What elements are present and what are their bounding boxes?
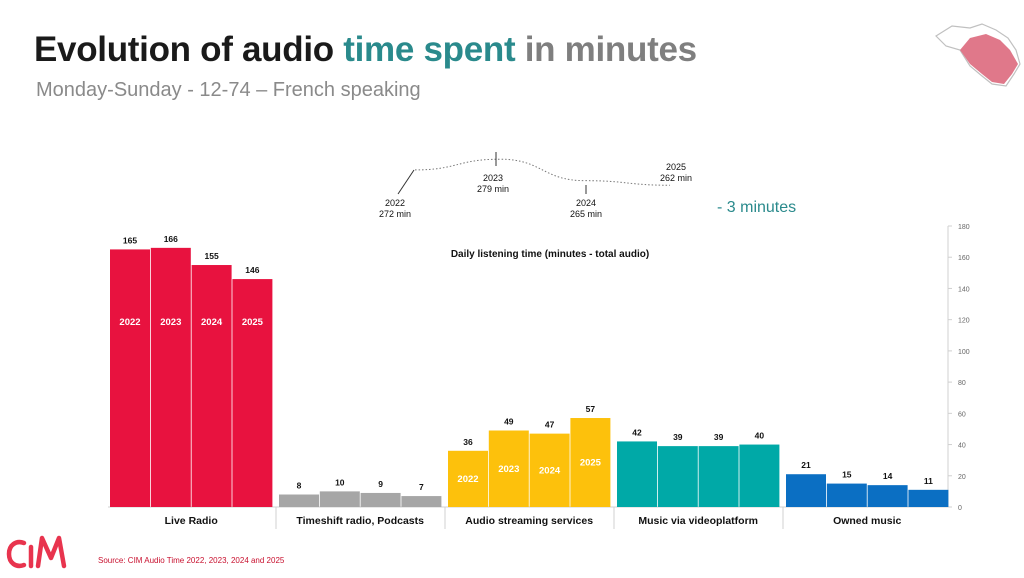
data-label: 39	[714, 432, 724, 442]
category-label: Owned music	[833, 515, 901, 527]
category-label: Audio streaming services	[465, 515, 593, 527]
data-label: 14	[883, 471, 893, 481]
bar	[698, 446, 739, 507]
y-tick-label: 180	[958, 224, 970, 231]
category-label: Timeshift radio, Podcasts	[296, 515, 424, 527]
y-tick-label: 100	[958, 349, 970, 356]
bar	[488, 430, 529, 507]
total-year-label: 2022	[385, 198, 405, 208]
bar	[448, 450, 488, 507]
bar	[617, 441, 657, 507]
y-tick-label: 0	[958, 505, 962, 512]
belgium-map-icon	[935, 23, 1021, 87]
bar	[150, 247, 191, 507]
bar	[191, 265, 232, 507]
bar	[232, 279, 273, 507]
data-label: 7	[419, 482, 424, 492]
category-label: Live Radio	[165, 515, 218, 527]
bar	[529, 433, 570, 507]
difference-note: - 3 minutes	[717, 199, 797, 216]
data-label: 47	[545, 420, 555, 430]
bar-year-label: 2025	[580, 458, 602, 469]
bar-year-label: 2023	[498, 464, 519, 475]
total-minutes-label: 272 min	[379, 209, 411, 219]
bar	[279, 494, 319, 507]
data-label: 146	[245, 265, 259, 275]
bar-year-label: 2024	[201, 317, 223, 328]
data-label: 155	[205, 251, 219, 261]
title-part2: in minutes	[515, 30, 697, 69]
total-trend-line	[414, 158, 671, 186]
y-tick-label: 80	[958, 380, 966, 387]
category-label: Music via videoplatform	[638, 515, 758, 527]
page-subtitle: Monday-Sunday - 12-74 – French speaking	[36, 79, 421, 101]
bar-year-label: 2023	[160, 317, 181, 328]
total-year-label: 2025	[666, 162, 686, 172]
cim-logo-icon	[6, 535, 67, 569]
bar	[739, 444, 780, 507]
y-tick-label: 60	[958, 411, 966, 418]
data-label: 40	[755, 431, 765, 441]
bar	[319, 491, 360, 507]
data-label: 9	[378, 479, 383, 489]
data-label: 10	[335, 477, 345, 487]
bar	[570, 418, 611, 507]
chart-title: Daily listening time (minutes - total au…	[451, 249, 649, 260]
bar	[110, 249, 150, 507]
y-tick-label: 40	[958, 443, 966, 450]
data-label: 166	[164, 234, 178, 244]
data-label: 49	[504, 417, 514, 427]
bar	[908, 489, 949, 507]
total-year-label: 2023	[483, 173, 503, 183]
bar-year-label: 2022	[457, 474, 478, 485]
data-label: 39	[673, 432, 683, 442]
data-label: 11	[924, 476, 933, 486]
data-label: 36	[463, 437, 473, 447]
y-tick-label: 120	[958, 318, 970, 325]
bar	[786, 474, 826, 507]
total-minutes-label: 262 min	[660, 173, 692, 183]
bar-year-label: 2022	[119, 317, 140, 328]
bar	[867, 485, 908, 507]
source-note: Source: CIM Audio Time 2022, 2023, 2024 …	[98, 556, 285, 565]
total-year-label: 2024	[576, 198, 596, 208]
bar	[401, 496, 442, 507]
data-label: 15	[842, 470, 852, 480]
bar-year-label: 2025	[242, 317, 264, 328]
bar-year-label: 2024	[539, 465, 561, 476]
data-label: 42	[632, 427, 642, 437]
data-label: 57	[586, 404, 596, 414]
total-minutes-label: 265 min	[570, 209, 602, 219]
bar	[360, 492, 401, 507]
bar	[657, 446, 698, 507]
data-label: 8	[297, 481, 302, 491]
total-leader-line	[397, 169, 415, 195]
y-tick-label: 160	[958, 255, 970, 262]
data-label: 21	[801, 460, 811, 470]
bar	[826, 483, 867, 507]
y-tick-label: 140	[958, 286, 970, 293]
title-part1: Evolution of audio	[34, 30, 344, 69]
total-minutes-label: 279 min	[477, 184, 509, 194]
y-tick-label: 20	[958, 474, 966, 481]
page-title: Evolution of audio time spent in minutes	[34, 30, 697, 70]
title-highlight: time spent	[343, 30, 516, 69]
data-label: 165	[123, 235, 137, 245]
